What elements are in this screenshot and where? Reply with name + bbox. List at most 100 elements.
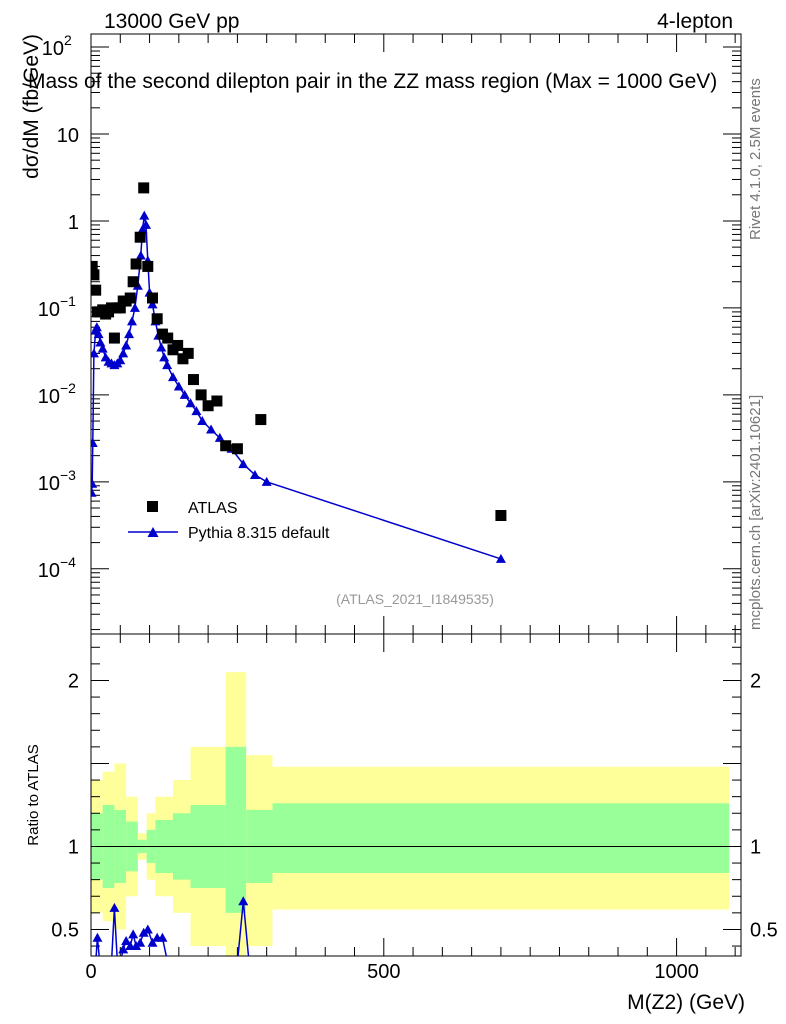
atlas-point [91,260,98,272]
y-tick-label: 10 [38,473,60,495]
atlas-point [172,339,184,351]
pythia-point [97,343,108,353]
atlas-point [182,347,194,359]
atlas-point [142,260,154,272]
pythia-point [147,299,158,309]
header-right-label: 4-lepton [657,10,733,33]
pythia-point [214,432,225,442]
pythia-point [91,322,102,332]
analysis-id-annotation: (ATLAS_2021_I1849535) [336,591,494,607]
pythia-point [126,316,137,326]
atlas-point [202,400,214,412]
atlas-point [146,292,158,304]
pythia-point [162,360,173,370]
atlas-point [495,509,507,521]
atlas-point [91,284,102,296]
ratio-point [109,902,120,912]
ratio-y-tick-label-right: 1 [750,836,761,858]
legend-atlas-label: ATLAS [188,500,238,517]
pythia-point [135,250,146,260]
header-left-label: 13000 GeV pp [104,10,239,33]
pythia-point [91,487,97,497]
pythia-point [191,406,202,416]
pythia-point [159,352,170,362]
y-tick-label: 10 [57,125,79,147]
pythia-point [91,348,99,358]
atlas-point [195,389,207,401]
y-tick-exponent: −1 [60,293,76,309]
x-tick-label: 1000 [654,961,699,983]
y-tick-exponent: −2 [60,380,76,396]
main-series-layer [91,182,507,563]
ratio-point [118,944,129,954]
ratio-point [142,924,153,934]
atlas-point [151,313,163,325]
pythia-point [93,329,104,339]
pythia-point [495,553,506,563]
ratio-series-layer [92,896,250,956]
atlas-point [134,231,146,243]
pythia-point [197,416,208,426]
legend-pythia-label: Pythia 8.315 default [188,525,330,542]
ratio-point [135,937,146,947]
ratio-point [128,929,139,939]
main-y-axis-label: dσ/dM (fb/GeV) [20,34,43,179]
legend: ATLAS Pythia 8.315 default [128,500,330,542]
ratio-axis-ticks: 0.5 0.5 1 1 2 2 0 500 1000 [51,634,778,983]
y-tick-exponent: 2 [64,32,72,48]
pythia-point [206,424,217,434]
atlas-point [162,332,174,344]
y-tick-label: 10 [42,38,64,60]
ratio-y-tick-label: 1 [68,836,79,858]
ratio-y-tick-label: 2 [68,670,79,692]
pythia-point [167,372,178,382]
chart-title: Mass of the second dilepton pair in the … [28,70,717,93]
legend-pythia-marker [147,527,159,537]
ratio-uncertainty-bands [91,672,730,956]
pythia-point [118,348,129,358]
y-tick-exponent: −3 [60,467,76,483]
pythia-point [124,329,135,339]
atlas-point [231,443,243,455]
pythia-point [129,302,140,312]
pythia-point [261,476,272,486]
ratio-y-tick-label: 0.5 [51,919,79,941]
pythia-point [185,398,196,408]
atlas-point [105,302,117,314]
pythia-point [139,210,150,220]
pythia-point [91,437,98,447]
atlas-point [127,276,139,288]
atlas-point [114,302,126,314]
x-tick-label: 0 [85,961,96,983]
atlas-point [138,182,150,194]
ratio-y-tick-label-right: 2 [750,670,761,692]
ratio-point [238,896,249,906]
y-tick-label: 10 [38,560,60,582]
pythia-point [179,389,190,399]
pythia-point [156,342,167,352]
y-tick-exponent: −4 [60,554,76,570]
y-tick-label: 1 [68,212,79,234]
rivet-version-label: Rivet 4.1.0, 2.5M events [747,78,764,240]
pythia-point [249,469,260,479]
y-tick-label: 10 [38,386,60,408]
atlas-point [211,395,223,407]
x-tick-label: 500 [367,961,400,983]
ratio-point [147,937,158,947]
mcplots-reference-label: mcplots.cern.ch [arXiv:2401.10621] [747,395,764,630]
pythia-point [121,340,132,350]
main-plot-frame [90,33,742,635]
pythia-point [115,355,126,365]
atlas-point [108,332,120,344]
atlas-point [130,258,142,270]
ratio-point [121,936,132,946]
ratio-point [92,932,103,942]
ratio-point [157,932,168,942]
ratio-y-tick-label-right: 0.5 [750,919,778,941]
atlas-point [255,414,267,426]
atlas-point [187,374,199,386]
ratio-y-axis-label: Ratio to ATLAS [25,744,42,845]
ratio-plot-frame [90,633,742,957]
